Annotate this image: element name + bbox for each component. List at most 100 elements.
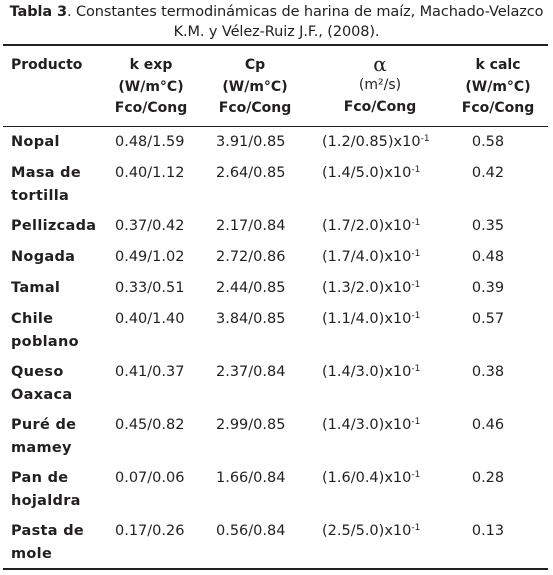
cell-kexp: 0.48/1.59	[115, 134, 185, 150]
cell-alpha-exponent: -1	[411, 311, 421, 321]
cell-alpha: (1.1/4.0)x10-1	[322, 308, 420, 331]
header-kexp-state: Fco/Cong	[114, 100, 188, 116]
cell-alpha-exponent: -1	[411, 417, 421, 427]
cell-cp: 2.99/0.85	[216, 417, 286, 433]
cell-alpha-value: (1.3/2.0	[322, 280, 379, 296]
cell-cp: 2.72/0.86	[216, 249, 286, 265]
cell-alpha-multiplier: )x10	[378, 280, 412, 296]
cell-alpha-value: (1.2/0.85	[322, 134, 388, 150]
cell-alpha-multiplier: )x10	[378, 364, 412, 380]
cell-alpha-value: (1.4/5.0	[322, 165, 379, 181]
header-kexp: k exp (W/m°C) Fco/Cong	[107, 55, 195, 120]
cell-kcalc: 0.42	[471, 165, 505, 181]
cell-cp: 2.44/0.85	[216, 280, 286, 296]
cell-alpha-exponent: -1	[411, 364, 421, 374]
cell-kexp: 0.45/0.82	[115, 417, 185, 433]
cell-alpha-multiplier: )x10	[378, 249, 412, 265]
cell-alpha: (2.5/5.0)x10-1	[322, 520, 420, 543]
cell-alpha-value: (2.5/5.0	[322, 523, 379, 539]
cell-kcalc: 0.39	[471, 280, 505, 296]
header-cp: Cp (W/m°C) Fco/Cong	[210, 55, 300, 120]
cell-kexp: 0.17/0.26	[115, 523, 185, 539]
table-caption-text-line2: K.M. y Vélez-Ruiz J.F., (2008).	[173, 24, 380, 40]
cell-producto-line: poblano	[11, 334, 79, 350]
cell-alpha: (1.2/0.85)x10-1	[322, 131, 430, 154]
cell-alpha-exponent: -1	[411, 249, 421, 259]
cell-kexp: 0.40/1.40	[115, 311, 185, 327]
header-alpha: α (m²/s) Fco/Cong	[330, 53, 430, 118]
cell-producto: Queso Oaxaca	[11, 361, 111, 407]
cell-producto-line: Puré de	[11, 417, 77, 433]
cell-alpha-multiplier: )x10	[378, 311, 412, 327]
cell-cp: 1.66/0.84	[216, 470, 286, 486]
cell-producto-line: tortilla	[11, 188, 70, 204]
cell-alpha: (1.4/3.0)x10-1	[322, 414, 420, 437]
cell-alpha-value: (1.4/3.0	[322, 364, 379, 380]
header-kexp-unit: (W/m°C)	[118, 78, 184, 95]
table-caption-label: Tabla 3	[9, 4, 67, 20]
cell-alpha: (1.7/2.0)x10-1	[322, 215, 420, 238]
cell-alpha: (1.3/2.0)x10-1	[322, 277, 420, 300]
header-producto-label: Producto	[11, 57, 83, 73]
cell-kcalc: 0.57	[471, 311, 505, 327]
cell-alpha-multiplier: )x10	[378, 470, 412, 486]
header-alpha-unit: (m²/s)	[358, 77, 402, 93]
cell-alpha: (1.4/3.0)x10-1	[322, 361, 420, 384]
header-alpha-state: Fco/Cong	[343, 98, 417, 115]
cell-alpha: (1.6/0.4)x10-1	[322, 467, 420, 490]
cell-cp: 3.91/0.85	[216, 134, 286, 150]
cell-cp: 2.37/0.84	[216, 364, 286, 380]
cell-alpha-multiplier: )x10	[387, 134, 421, 150]
cell-kexp: 0.41/0.37	[115, 364, 185, 380]
cell-producto: Pasta de mole	[11, 520, 111, 566]
cell-producto: Pan de hojaldra	[11, 467, 111, 513]
header-producto: Producto	[11, 55, 91, 77]
table-bottom-rule	[3, 568, 548, 570]
cell-alpha-value: (1.4/3.0	[322, 417, 379, 433]
cell-kcalc: 0.13	[471, 523, 505, 539]
cell-producto-line: Nopal	[11, 134, 60, 150]
cell-producto-line: Pan de	[11, 470, 69, 486]
cell-kcalc: 0.48	[471, 249, 505, 265]
cell-alpha-exponent: -1	[420, 134, 430, 144]
cell-kexp: 0.37/0.42	[115, 218, 185, 234]
cell-alpha-multiplier: )x10	[378, 417, 412, 433]
header-cp-state: Fco/Cong	[218, 100, 292, 116]
cell-producto: Tamal	[11, 277, 111, 300]
header-alpha-title: α	[373, 52, 387, 76]
cell-alpha-exponent: -1	[411, 470, 421, 480]
cell-kcalc: 0.58	[471, 134, 505, 150]
cell-kcalc: 0.46	[471, 417, 505, 433]
cell-alpha-value: (1.1/4.0	[322, 311, 379, 327]
cell-kexp: 0.49/1.02	[115, 249, 185, 265]
cell-alpha-value: (1.7/2.0	[322, 218, 379, 234]
cell-producto-line: Chile	[11, 311, 54, 327]
cell-kcalc: 0.38	[471, 364, 505, 380]
cell-kcalc: 0.35	[471, 218, 505, 234]
cell-producto: Puré de mamey	[11, 414, 111, 460]
cell-alpha: (1.7/4.0)x10-1	[322, 246, 420, 269]
cell-alpha-exponent: -1	[411, 165, 421, 175]
cell-producto-line: Oaxaca	[11, 387, 73, 403]
cell-kexp: 0.33/0.51	[115, 280, 185, 296]
cell-cp: 2.64/0.85	[216, 165, 286, 181]
cell-producto-line: mamey	[11, 440, 72, 456]
header-kcalc-title: k calc	[475, 57, 521, 73]
cell-producto: Chile poblano	[11, 308, 111, 354]
cell-alpha-exponent: -1	[411, 280, 421, 290]
header-cp-unit: (W/m°C)	[222, 78, 288, 95]
cell-kexp: 0.40/1.12	[115, 165, 185, 181]
cell-producto: Masa de tortilla	[11, 162, 111, 208]
table-header-rule	[3, 126, 548, 127]
cell-alpha-multiplier: )x10	[378, 165, 412, 181]
table-caption: Tabla 3. Constantes termodinámicas de ha…	[4, 2, 549, 42]
header-kcalc-unit: (W/m°C)	[465, 78, 531, 95]
cell-alpha-multiplier: )x10	[378, 218, 412, 234]
cell-producto: Pellizcada	[11, 215, 111, 238]
header-kexp-title: k exp	[129, 57, 173, 73]
cell-kcalc: 0.28	[471, 470, 505, 486]
cell-producto: Nopal	[11, 131, 111, 154]
cell-alpha: (1.4/5.0)x10-1	[322, 162, 420, 185]
cell-producto-line: Pellizcada	[11, 218, 97, 234]
cell-cp: 3.84/0.85	[216, 311, 286, 327]
